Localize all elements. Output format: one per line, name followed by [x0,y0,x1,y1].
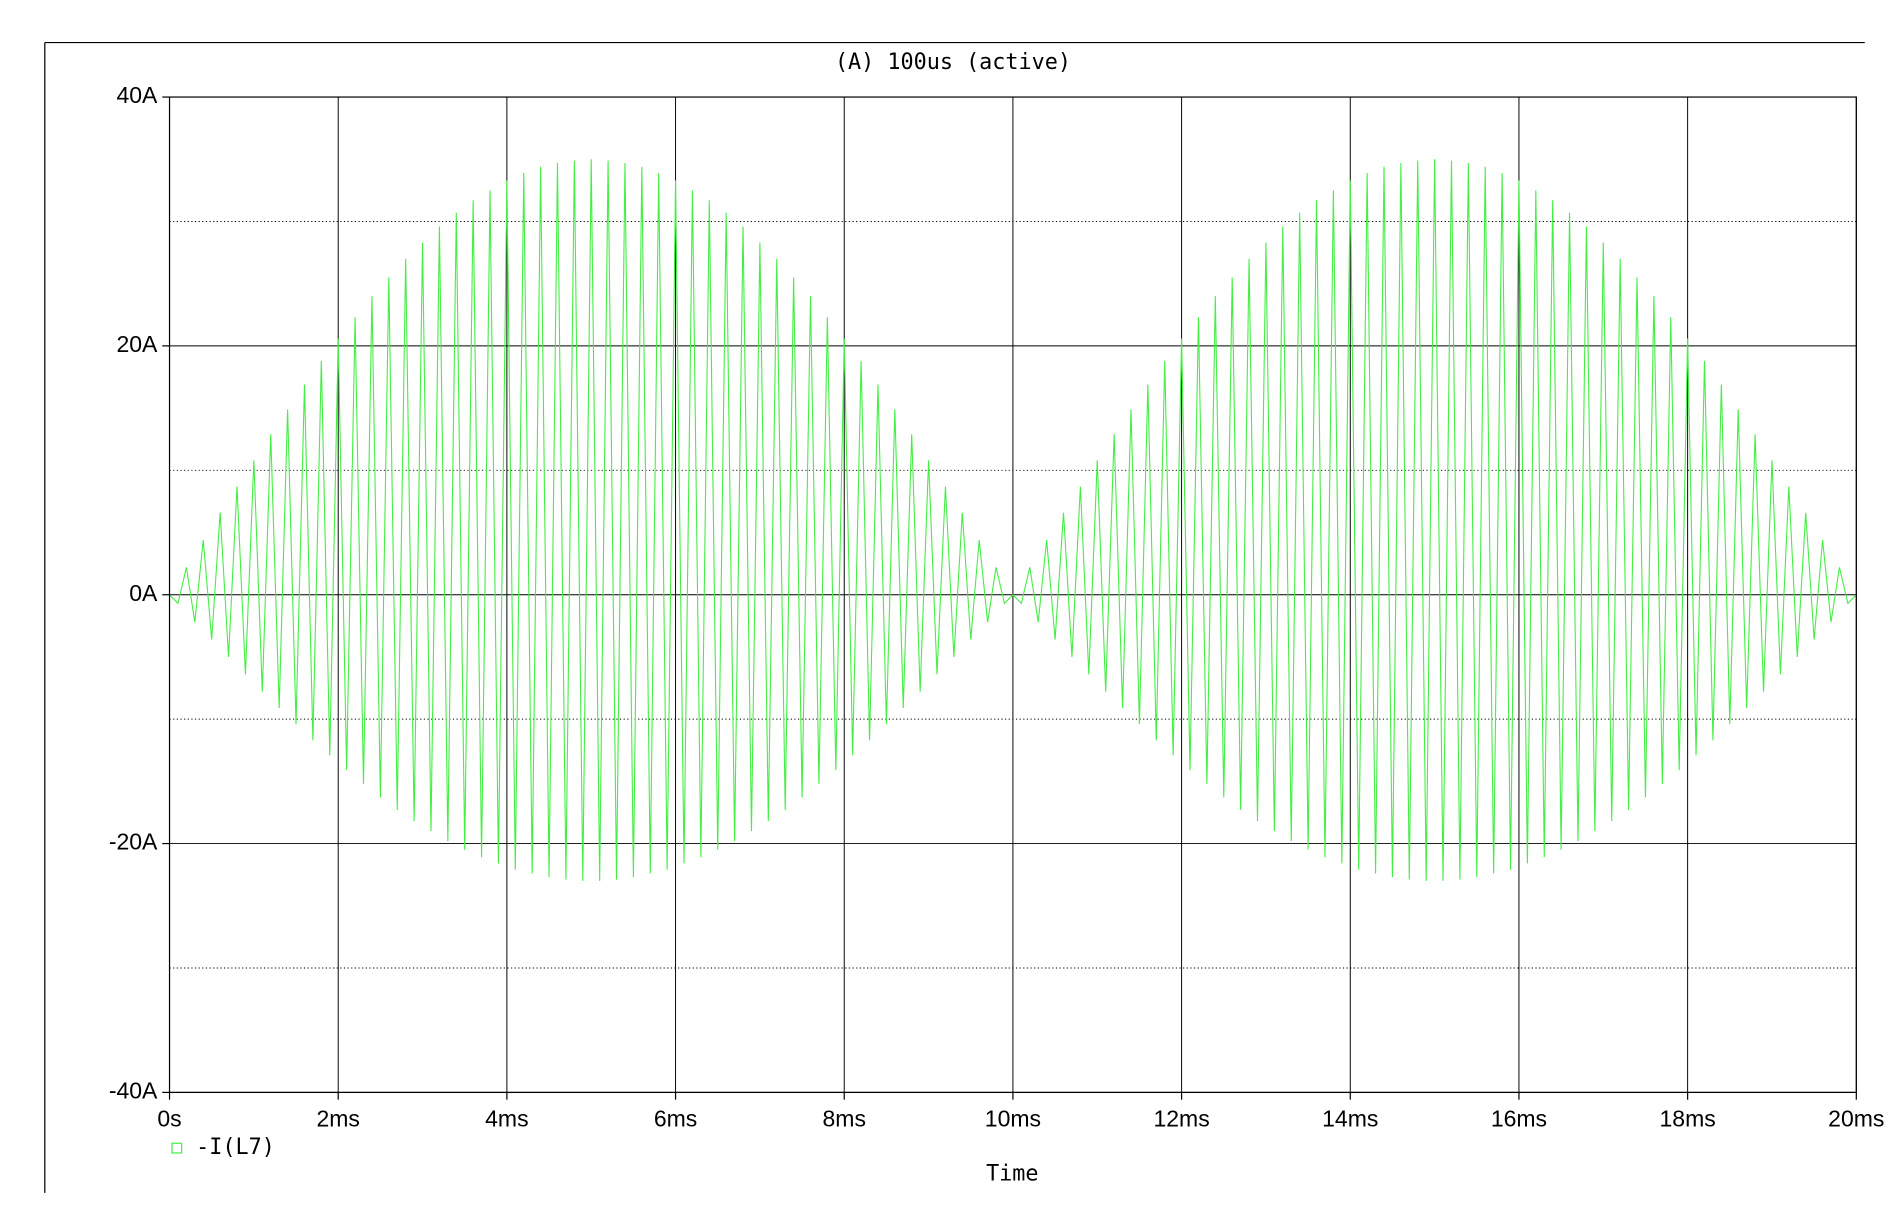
x-tick-label: 2ms [316,1105,359,1131]
y-tick-label: -20A [109,829,158,855]
x-tick-label: 0s [157,1105,181,1131]
x-tick-label: 18ms [1660,1105,1716,1131]
x-tick-label: 4ms [485,1105,528,1131]
x-tick-label: 20ms [1828,1105,1884,1131]
x-axis-label: Time [986,1162,1038,1187]
chart-title: (A) 100us (active) [835,50,1071,75]
x-tick-label: 16ms [1491,1105,1547,1131]
legend-marker [171,1142,183,1154]
x-tick-label: 10ms [985,1105,1041,1131]
y-tick-label: 20A [116,331,158,357]
y-tick-label: 0A [129,580,158,606]
y-tick-label: -40A [109,1077,158,1103]
x-tick-label: 6ms [654,1105,697,1131]
x-tick-label: 12ms [1153,1105,1209,1131]
x-tick-label: 8ms [823,1105,866,1131]
series-line [169,159,1857,881]
legend-label: -I(L7) [196,1135,275,1160]
plot-border [168,96,1857,1094]
y-tick-label: 40A [116,82,158,108]
x-tick-label: 14ms [1322,1105,1378,1131]
